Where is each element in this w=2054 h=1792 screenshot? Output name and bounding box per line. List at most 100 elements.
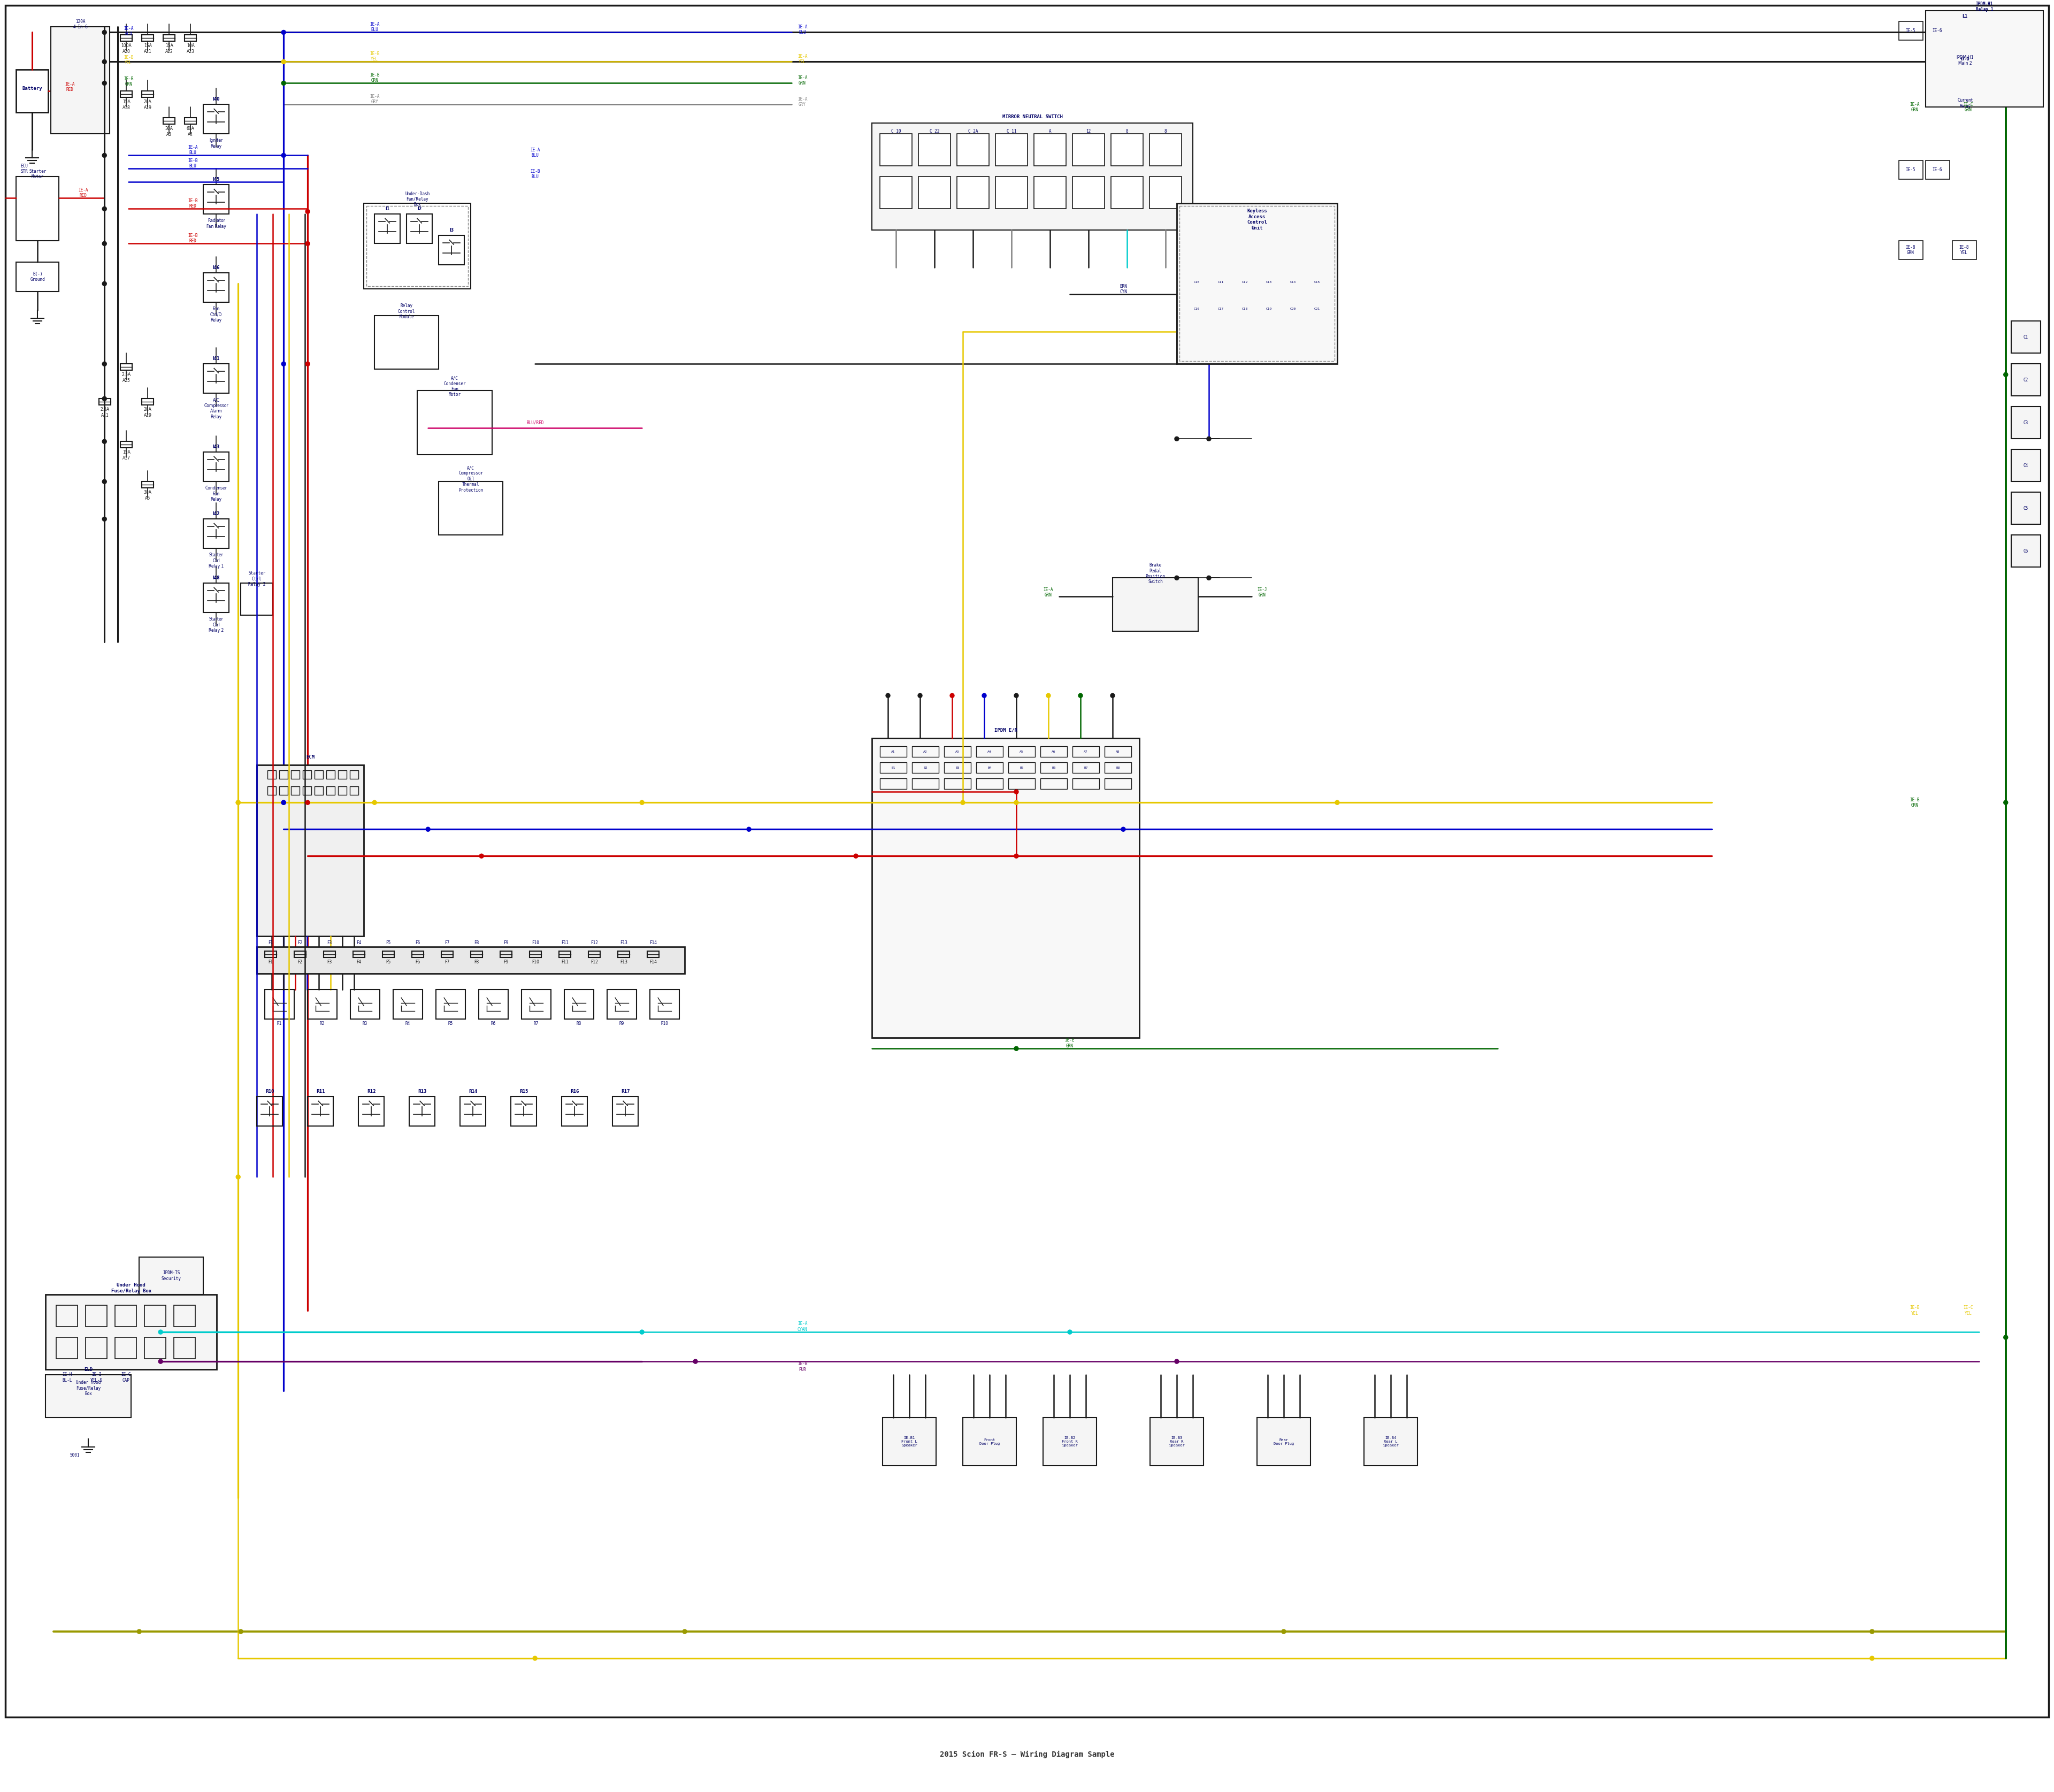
Bar	[1308, 299, 1327, 319]
Bar	[203, 582, 230, 613]
Bar	[1308, 272, 1327, 292]
Text: IE-B
GRN: IE-B GRN	[1910, 797, 1920, 808]
Text: 15A
A18: 15A A18	[123, 100, 129, 109]
Text: IE-B
GRN: IE-B GRN	[123, 77, 134, 86]
Bar	[302, 787, 312, 796]
Text: Brake
Pedal
Position
Switch: Brake Pedal Position Switch	[1146, 563, 1165, 584]
Text: IE-A
YEL: IE-A YEL	[797, 54, 807, 65]
Text: Battery: Battery	[23, 86, 43, 91]
Bar	[996, 134, 1027, 167]
Text: A3: A3	[955, 751, 959, 753]
Bar	[871, 124, 1193, 229]
Text: Fan
Ctrl/D
Relay: Fan Ctrl/D Relay	[210, 306, 222, 323]
Text: Under-Dash
Fan/Relay
Box: Under-Dash Fan/Relay Box	[405, 192, 429, 208]
Circle shape	[281, 801, 286, 805]
Text: F2: F2	[298, 961, 302, 964]
Text: IE-B
YEL: IE-B YEL	[123, 56, 134, 65]
Text: Under Hood
Fuse/Relay Box: Under Hood Fuse/Relay Box	[111, 1283, 152, 1294]
Circle shape	[1078, 694, 1082, 697]
Text: IE-A
BLU: IE-A BLU	[797, 25, 807, 34]
Text: IE-E
GRN: IE-E GRN	[1064, 1038, 1074, 1048]
Bar	[115, 1337, 136, 1358]
Text: F3: F3	[327, 941, 333, 944]
Text: MIRROR NEUTRAL SWITCH: MIRROR NEUTRAL SWITCH	[1002, 115, 1062, 120]
Circle shape	[1175, 575, 1179, 581]
Bar	[1033, 134, 1066, 167]
Text: IE-A
GRN: IE-A GRN	[797, 75, 807, 86]
Text: F6: F6	[415, 961, 421, 964]
Bar	[561, 1097, 587, 1125]
Bar	[1177, 204, 1337, 364]
Circle shape	[1068, 1330, 1072, 1335]
Bar	[1187, 299, 1206, 319]
Text: F4: F4	[357, 941, 362, 944]
Text: IE-A
GRN: IE-A GRN	[1043, 588, 1054, 597]
Circle shape	[103, 396, 107, 401]
Bar	[612, 1097, 639, 1125]
Bar	[203, 104, 230, 134]
Text: R2: R2	[320, 1021, 325, 1025]
Circle shape	[1121, 828, 1126, 831]
Text: B6: B6	[1052, 767, 1056, 769]
Bar	[359, 1097, 384, 1125]
Text: 15A
A17: 15A A17	[123, 450, 129, 461]
Circle shape	[372, 801, 376, 805]
Text: IE-A
BLU: IE-A BLU	[187, 145, 197, 156]
Circle shape	[158, 1330, 162, 1335]
Text: R8: R8	[577, 1021, 581, 1025]
Text: R10: R10	[265, 1090, 273, 1095]
Text: C12: C12	[1243, 281, 1247, 283]
Circle shape	[158, 1360, 162, 1364]
Text: IE-A
RED: IE-A RED	[78, 188, 88, 197]
Circle shape	[1045, 694, 1050, 697]
Bar	[1925, 11, 2044, 108]
Bar	[279, 787, 288, 796]
Text: IE-B
BLU: IE-B BLU	[187, 158, 197, 168]
Circle shape	[1015, 1047, 1019, 1050]
Text: B1: B1	[891, 767, 896, 769]
Circle shape	[103, 242, 107, 246]
Bar	[121, 91, 131, 97]
Text: IE-B
PUR: IE-B PUR	[797, 1362, 807, 1373]
Circle shape	[425, 828, 429, 831]
Bar	[1364, 1417, 1417, 1466]
Text: IE-B
BLU: IE-B BLU	[530, 168, 540, 179]
Bar	[957, 177, 990, 210]
Bar	[1105, 778, 1132, 788]
Bar	[413, 952, 423, 957]
Text: F5: F5	[386, 941, 390, 944]
Bar	[559, 952, 571, 957]
Bar	[1259, 299, 1278, 319]
Text: IE-A
GRY: IE-A GRY	[797, 97, 807, 108]
Bar	[349, 787, 359, 796]
Text: F12: F12	[592, 961, 598, 964]
Bar	[121, 441, 131, 448]
Circle shape	[306, 801, 310, 805]
Circle shape	[103, 281, 107, 287]
Text: I41: I41	[214, 357, 220, 362]
Circle shape	[306, 362, 310, 366]
Text: F1: F1	[269, 941, 273, 944]
Bar	[203, 272, 230, 303]
Text: 2.5A
A11: 2.5A A11	[101, 407, 109, 418]
Text: IPDM E/R: IPDM E/R	[994, 728, 1017, 733]
Text: R1: R1	[277, 1021, 281, 1025]
Text: R4: R4	[405, 1021, 411, 1025]
Circle shape	[103, 362, 107, 366]
Bar	[203, 520, 230, 548]
Bar	[1898, 161, 1923, 179]
Bar	[203, 364, 230, 394]
Bar	[879, 745, 906, 756]
Circle shape	[2003, 1335, 2009, 1339]
Bar	[1150, 177, 1181, 210]
Text: IE-B2
Front R
Speaker: IE-B2 Front R Speaker	[1062, 1437, 1078, 1446]
Bar	[1041, 745, 1068, 756]
Text: IE-5: IE-5	[1906, 167, 1916, 172]
Bar	[140, 1258, 203, 1294]
Bar	[1212, 299, 1230, 319]
Bar	[522, 989, 550, 1020]
Bar	[440, 235, 464, 265]
Circle shape	[2003, 373, 2009, 376]
Bar	[1009, 778, 1035, 788]
Bar	[435, 989, 466, 1020]
